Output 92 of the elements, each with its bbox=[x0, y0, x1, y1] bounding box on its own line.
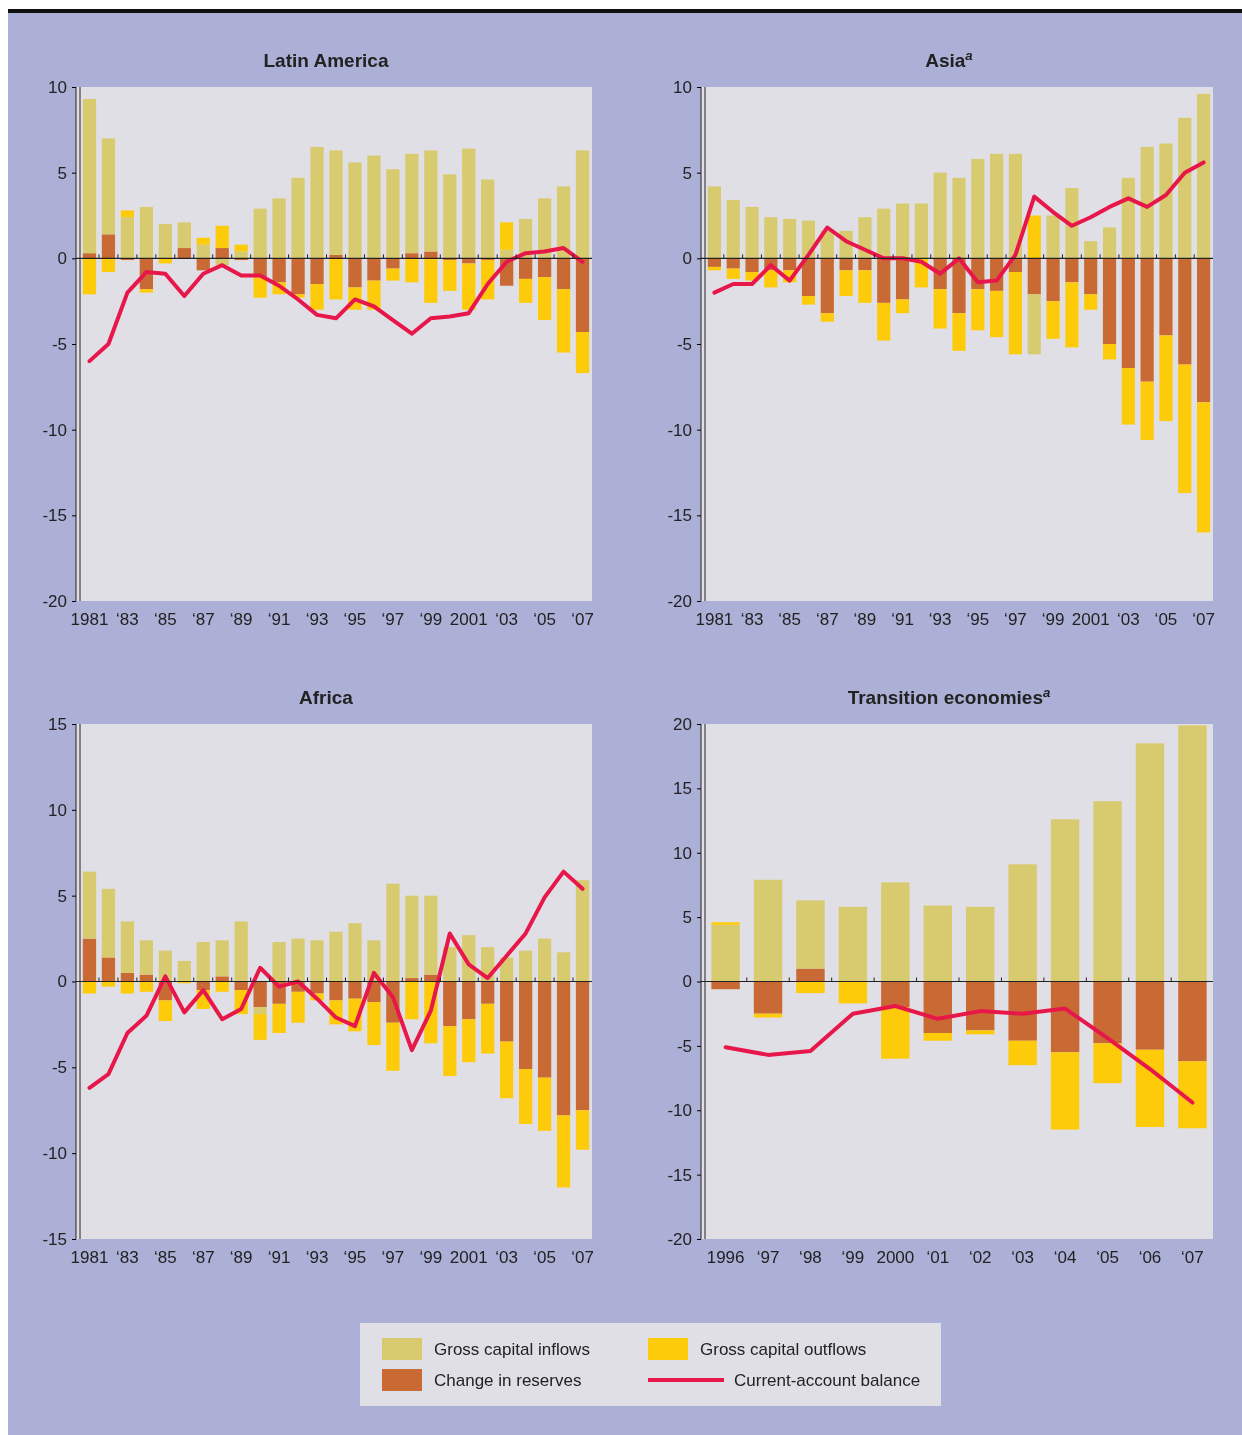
y-tick-label: -10 bbox=[667, 420, 692, 440]
y-tick-label: 15 bbox=[673, 779, 692, 799]
x-tick-label: 2001 bbox=[449, 610, 488, 630]
x-tick-label: ‘06 bbox=[1138, 1248, 1162, 1268]
x-tick-label: ‘03 bbox=[495, 610, 519, 630]
x-tick-label: ‘85 bbox=[153, 1248, 177, 1268]
x-tick-label: ‘93 bbox=[305, 610, 329, 630]
chart-title: Asia$^{a}$ bbox=[925, 47, 973, 71]
y-tick-label: -20 bbox=[667, 1229, 692, 1249]
y-tick-label: 0 bbox=[682, 972, 692, 992]
y-tick-label: 15 bbox=[48, 714, 67, 734]
x-tick-label: ‘03 bbox=[1011, 1248, 1034, 1268]
y-tick-label: -20 bbox=[42, 591, 67, 611]
legend-label: Gross capital outflows bbox=[700, 1340, 867, 1359]
x-tick-label: 1981 bbox=[70, 1248, 109, 1268]
x-tick-label: ‘85 bbox=[153, 610, 177, 630]
x-tick-label: ‘97 bbox=[381, 610, 405, 630]
x-tick-label: ‘83 bbox=[740, 610, 764, 630]
legend-label: Change in reserves bbox=[434, 1371, 582, 1390]
x-tick-label: ‘87 bbox=[191, 1248, 215, 1268]
x-tick-label: ‘04 bbox=[1053, 1248, 1077, 1268]
chart-title: Transition economies$^{a}$ bbox=[847, 684, 1051, 708]
x-tick-label: ‘91 bbox=[267, 610, 291, 630]
y-tick-label: 10 bbox=[673, 77, 692, 97]
y-tick-label: 0 bbox=[682, 249, 692, 269]
legend-label: Current-account balance bbox=[734, 1371, 921, 1390]
y-tick-label: -5 bbox=[676, 1036, 692, 1056]
y-tick-label: 0 bbox=[57, 249, 67, 269]
y-tick-label: 0 bbox=[57, 972, 67, 992]
x-tick-label: ‘87 bbox=[191, 610, 215, 630]
x-tick-label: ‘99 bbox=[1041, 610, 1065, 630]
x-tick-label: ‘99 bbox=[419, 610, 443, 630]
x-tick-label: ‘95 bbox=[966, 610, 990, 630]
y-tick-label: -5 bbox=[676, 334, 692, 354]
x-tick-label: ‘93 bbox=[928, 610, 952, 630]
y-tick-label: 20 bbox=[673, 714, 692, 734]
y-tick-label: -15 bbox=[667, 1165, 692, 1185]
x-tick-label: ‘99 bbox=[841, 1248, 865, 1268]
x-tick-label: ‘05 bbox=[1154, 610, 1178, 630]
x-tick-label: 1981 bbox=[695, 610, 734, 630]
x-tick-label: 1996 bbox=[706, 1248, 745, 1268]
x-tick-label: ‘89 bbox=[229, 610, 253, 630]
legend-label: Gross capital inflows bbox=[434, 1340, 590, 1359]
x-tick-label: ‘02 bbox=[968, 1248, 992, 1268]
x-tick-label: ‘03 bbox=[495, 1248, 519, 1268]
x-tick-label: 2001 bbox=[449, 1248, 488, 1268]
y-tick-label: -10 bbox=[667, 1101, 692, 1121]
chart-title: Africa bbox=[299, 687, 354, 708]
x-tick-label: ‘93 bbox=[305, 1248, 329, 1268]
x-tick-label: ‘03 bbox=[1116, 610, 1140, 630]
chart-title: Latin America bbox=[263, 50, 389, 71]
y-tick-label: -15 bbox=[42, 1229, 67, 1249]
y-tick-label: 10 bbox=[673, 843, 692, 863]
y-tick-label: 5 bbox=[57, 886, 67, 906]
x-tick-label: ‘95 bbox=[343, 1248, 367, 1268]
x-tick-label: ‘89 bbox=[853, 610, 877, 630]
y-tick-label: -15 bbox=[42, 506, 67, 526]
y-tick-label: 10 bbox=[48, 77, 67, 97]
x-tick-label: ‘07 bbox=[1192, 610, 1215, 630]
x-tick-label: ‘91 bbox=[891, 610, 914, 630]
x-tick-label: 2001 bbox=[1071, 610, 1110, 630]
x-tick-label: ‘95 bbox=[343, 610, 367, 630]
y-tick-label: 10 bbox=[48, 800, 67, 820]
x-tick-label: ‘85 bbox=[778, 610, 802, 630]
y-tick-label: -5 bbox=[51, 1058, 67, 1078]
y-tick-label: 5 bbox=[57, 163, 67, 183]
x-tick-label: ‘89 bbox=[229, 1248, 253, 1268]
y-tick-label: -5 bbox=[51, 334, 67, 354]
y-tick-label: 5 bbox=[682, 163, 692, 183]
x-tick-label: ‘01 bbox=[926, 1248, 950, 1268]
x-tick-label: ‘98 bbox=[799, 1248, 822, 1268]
x-tick-label: ‘05 bbox=[1096, 1248, 1119, 1268]
x-tick-label: ‘91 bbox=[267, 1248, 291, 1268]
y-tick-label: -15 bbox=[667, 506, 692, 526]
x-tick-label: ‘05 bbox=[533, 610, 556, 630]
x-tick-label: 1981 bbox=[70, 610, 109, 630]
x-tick-label: ‘83 bbox=[116, 610, 139, 630]
y-tick-label: -10 bbox=[42, 420, 67, 440]
x-tick-label: ‘99 bbox=[419, 1248, 443, 1268]
y-tick-label: -20 bbox=[667, 591, 692, 611]
x-tick-label: ‘07 bbox=[571, 610, 594, 630]
x-tick-label: ‘97 bbox=[381, 1248, 405, 1268]
x-tick-label: ‘97 bbox=[1004, 610, 1027, 630]
y-tick-label: -10 bbox=[42, 1144, 67, 1164]
x-tick-label: 2000 bbox=[876, 1248, 915, 1268]
x-tick-label: ‘05 bbox=[533, 1248, 556, 1268]
x-tick-label: ‘87 bbox=[815, 610, 839, 630]
x-tick-label: ‘83 bbox=[116, 1248, 139, 1268]
x-tick-label: ‘97 bbox=[756, 1248, 780, 1268]
x-tick-label: ‘07 bbox=[571, 1248, 594, 1268]
x-tick-label: ‘07 bbox=[1181, 1248, 1204, 1268]
y-tick-label: 5 bbox=[682, 908, 692, 928]
